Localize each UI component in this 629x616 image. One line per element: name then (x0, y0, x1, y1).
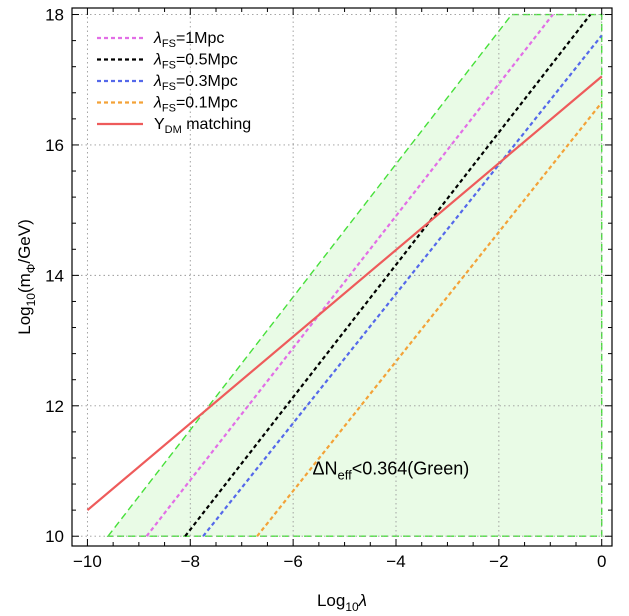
y-axis-label-sub: 10 (24, 293, 38, 307)
y-axis-label-tail: /GeV) (15, 219, 34, 263)
y-axis-label-main: Log (15, 306, 34, 334)
x-tick-label-1: −8 (181, 552, 200, 571)
legend-label-sub: DM (165, 124, 182, 136)
legend: λFS=1MpcλFS=0.5MpcλFS=0.3MpcλFS=0.1MpcYD… (97, 30, 251, 136)
x-tick-label-5: 0 (597, 552, 606, 571)
legend-label-0: λFS=1Mpc (153, 30, 224, 50)
legend-label-main: Y (154, 116, 165, 133)
legend-label-sub: FS (162, 60, 176, 72)
annotation-sub: eff (337, 467, 352, 482)
plot-frame (71, 7, 613, 547)
x-axis-label-tail: λ (358, 591, 367, 610)
legend-label-2: λFS=0.3Mpc (153, 73, 238, 93)
series-layer (86, 13, 603, 537)
legend-label-main: λ (153, 73, 162, 90)
y-tick-label-4: 18 (45, 6, 64, 25)
legend-label-tail: =0.5Mpc (176, 52, 238, 69)
x-axis-label-main: Log (317, 591, 345, 610)
y-tick-label-0: 10 (45, 527, 64, 546)
legend-label-main: λ (153, 52, 162, 69)
legend-label-tail: =0.3Mpc (176, 73, 238, 90)
x-tick-label-0: −10 (73, 552, 102, 571)
annotation-main: ΔN (312, 458, 337, 478)
region-annotation: ΔNeff<0.364(Green) (312, 458, 469, 482)
y-axis-label: Log10(mΦ/GeV) (15, 219, 38, 335)
legend-label-3: λFS=0.1Mpc (153, 95, 238, 115)
y-axis-label-sub2: Φ (24, 264, 38, 274)
y-tick-label-2: 14 (45, 266, 64, 285)
series-line-0 (145, 13, 554, 537)
legend-label-main: λ (153, 30, 162, 47)
y-tick-label-3: 16 (45, 136, 64, 155)
x-axis-label-sub: 10 (345, 600, 359, 614)
legend-label-sub: FS (162, 103, 176, 115)
legend-label-tail: =0.1Mpc (176, 95, 238, 112)
legend-label-sub: FS (162, 81, 176, 93)
legend-label-4: YDM matching (154, 116, 251, 136)
legend-label-1: λFS=0.5Mpc (153, 52, 238, 72)
legend-label-main: λ (153, 95, 162, 112)
annotation-tail: <0.364(Green) (352, 458, 470, 478)
series-line-1 (184, 13, 592, 537)
tick-layer: −10 −8 −6 −4 −2 0 10 12 14 16 18 (45, 6, 612, 571)
y-tick-label-1: 12 (45, 397, 64, 416)
x-tick-label-2: −6 (283, 552, 302, 571)
x-tick-label-4: −2 (489, 552, 508, 571)
legend-label-tail: matching (182, 116, 251, 133)
legend-label-sub: FS (162, 38, 176, 50)
legend-label-tail: =1Mpc (176, 30, 224, 47)
x-tick-label-3: −4 (386, 552, 405, 571)
series-line-2 (202, 34, 603, 537)
grid-layer (72, 8, 612, 546)
series-line-3 (256, 101, 603, 537)
series-line-4 (86, 75, 603, 511)
x-axis-label: Log10λ (317, 591, 367, 614)
y-axis-label-mid: (m (15, 273, 34, 293)
